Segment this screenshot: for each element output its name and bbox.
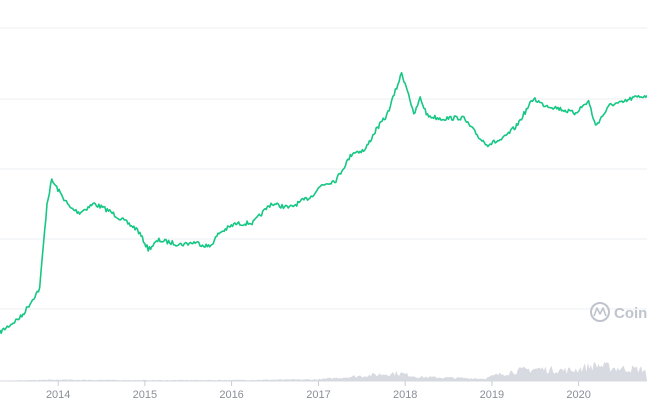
volume-bars: [0, 362, 647, 381]
x-tick-label: 2019: [480, 389, 504, 401]
gridlines: [0, 27, 647, 310]
x-tick-label: 2015: [133, 389, 157, 401]
x-tick-label: 2018: [393, 389, 417, 401]
watermark-text: Coinl: [614, 305, 647, 322]
x-tick-label: 2014: [46, 389, 70, 401]
x-axis: 2014 2015 2016 2017 2018 2019 2020: [0, 380, 647, 401]
x-tick-label: 2017: [306, 389, 330, 401]
x-tick-label: 2020: [566, 389, 590, 401]
price-line: [0, 71, 647, 335]
x-tick-label: 2016: [219, 389, 243, 401]
price-series: [0, 71, 647, 335]
watermark: Coinl: [590, 302, 647, 322]
volume-area: [0, 362, 647, 381]
coinmarketcap-logo-icon: [590, 302, 610, 322]
